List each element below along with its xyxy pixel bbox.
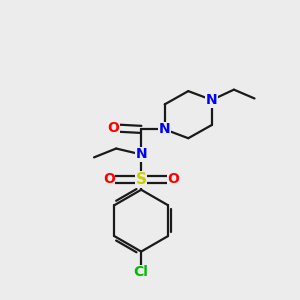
Text: S: S <box>136 172 147 187</box>
Text: O: O <box>107 121 119 135</box>
Text: N: N <box>135 147 147 161</box>
Text: N: N <box>159 122 170 136</box>
Text: Cl: Cl <box>134 265 148 279</box>
Text: N: N <box>206 93 218 107</box>
Text: O: O <box>103 172 115 186</box>
Text: O: O <box>168 172 179 186</box>
